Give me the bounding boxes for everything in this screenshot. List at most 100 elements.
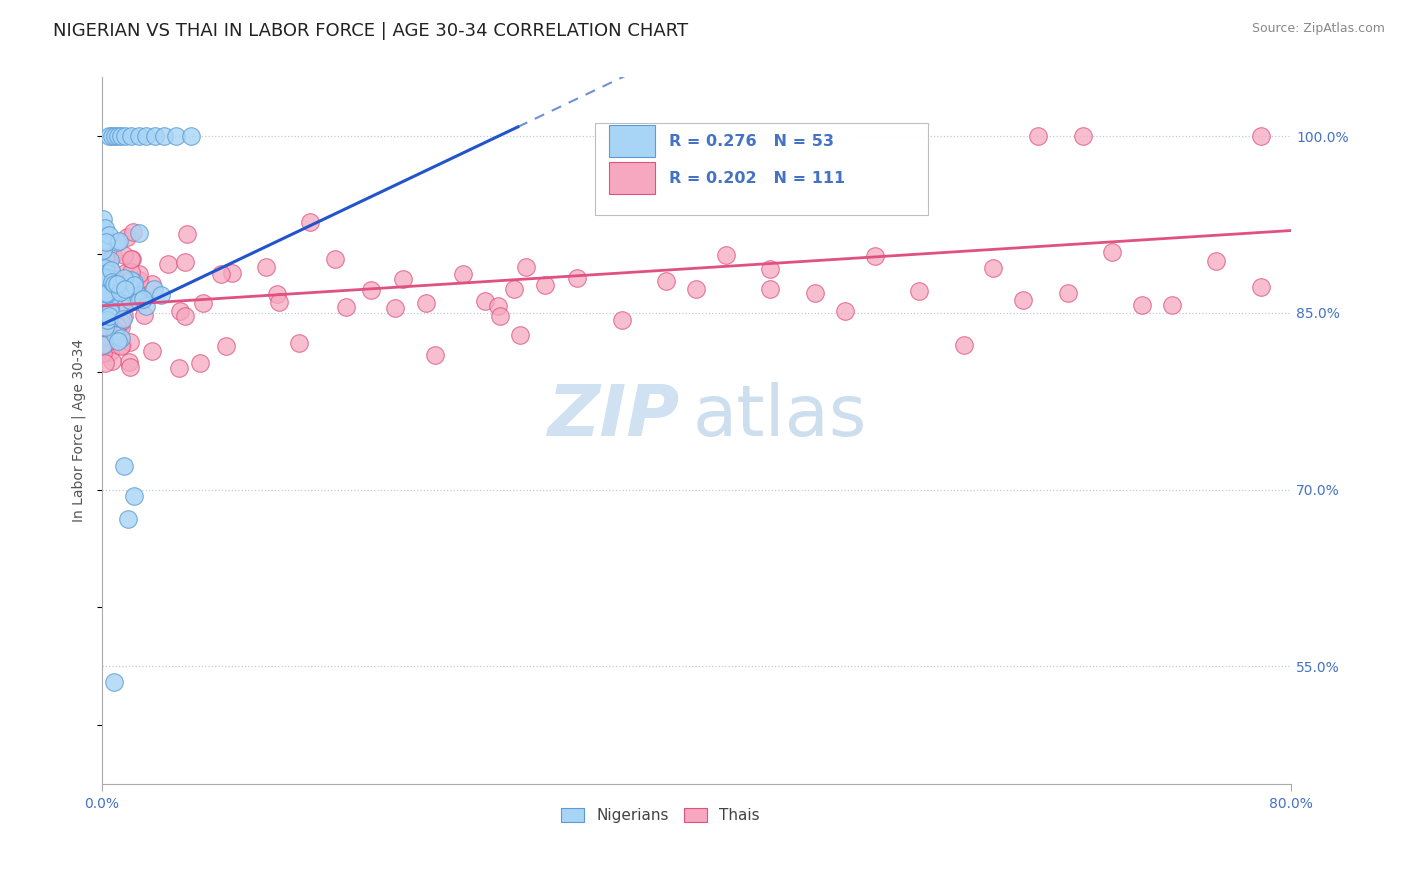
Point [104,280,127,294]
Point [96,271,118,285]
Point [117,280,139,294]
Point [94,269,117,284]
Point [125,293,148,308]
Text: R = 0.202   N = 111: R = 0.202 N = 111 [669,170,845,186]
Point [120,252,142,267]
Point [1250,279,1272,293]
FancyBboxPatch shape [609,162,655,194]
Point [100,264,122,278]
Point [100,263,122,277]
Point [91,345,114,359]
Point [215,339,238,353]
Point [489,309,512,323]
Point [91,256,114,270]
Point [1056,286,1078,301]
Point [97,313,120,327]
Point [759,262,782,277]
Point [983,261,1005,276]
Point [94,235,117,250]
Point [120,334,142,349]
Point [486,299,509,313]
Point [94,319,117,334]
Point [104,324,127,338]
Point [112,312,135,326]
Point [142,282,165,296]
Point [167,360,190,375]
Point [104,300,127,314]
Point [533,277,555,292]
Point [97,270,120,285]
Point [108,297,131,311]
Point [108,234,131,248]
Point [120,359,142,374]
Point [110,331,132,345]
Point [384,301,406,315]
Point [104,328,127,343]
Point [98,227,121,242]
Point [107,129,129,144]
Point [267,295,290,310]
Point [360,283,382,297]
Point [165,129,187,144]
Point [96,328,118,343]
Point [97,317,120,331]
Point [120,293,142,308]
Point [101,248,124,262]
Point [103,674,125,689]
Point [335,300,357,314]
Point [122,275,145,289]
Point [1026,129,1049,144]
Point [1250,129,1272,144]
Point [121,290,143,304]
Point [266,287,288,301]
Point [91,319,114,334]
Point [124,277,146,292]
Point [655,274,678,288]
Point [105,319,128,334]
Point [115,230,138,244]
Point [101,275,124,289]
Point [112,247,135,261]
Point [908,284,931,298]
Point [128,294,150,309]
Point [93,243,115,257]
Point [96,310,118,324]
Point [114,129,136,144]
Point [96,286,118,301]
Point [105,235,128,249]
Point [117,355,139,369]
Point [114,266,136,280]
Point [91,316,114,330]
Point [515,260,537,275]
Point [1130,298,1153,312]
Point [391,271,413,285]
Point [124,286,146,301]
Point [1012,293,1035,307]
Point [221,266,243,280]
Point [143,129,166,144]
Point [141,343,163,358]
Point [93,289,115,303]
Point [103,330,125,344]
Point [122,225,145,239]
Point [91,257,114,271]
Point [863,249,886,263]
Point [98,252,121,267]
Point [141,277,163,292]
Point [423,348,446,362]
Point [451,268,474,282]
Point [107,297,129,311]
Point [135,299,157,313]
Point [101,129,124,144]
Point [96,313,118,327]
Point [93,270,115,285]
Point [120,265,142,279]
Point [112,459,135,474]
Text: ZIP: ZIP [547,382,681,451]
Point [209,268,232,282]
Text: Source: ZipAtlas.com: Source: ZipAtlas.com [1251,22,1385,36]
Point [509,328,531,343]
Point [101,282,124,296]
Point [156,257,179,271]
Point [98,129,121,144]
